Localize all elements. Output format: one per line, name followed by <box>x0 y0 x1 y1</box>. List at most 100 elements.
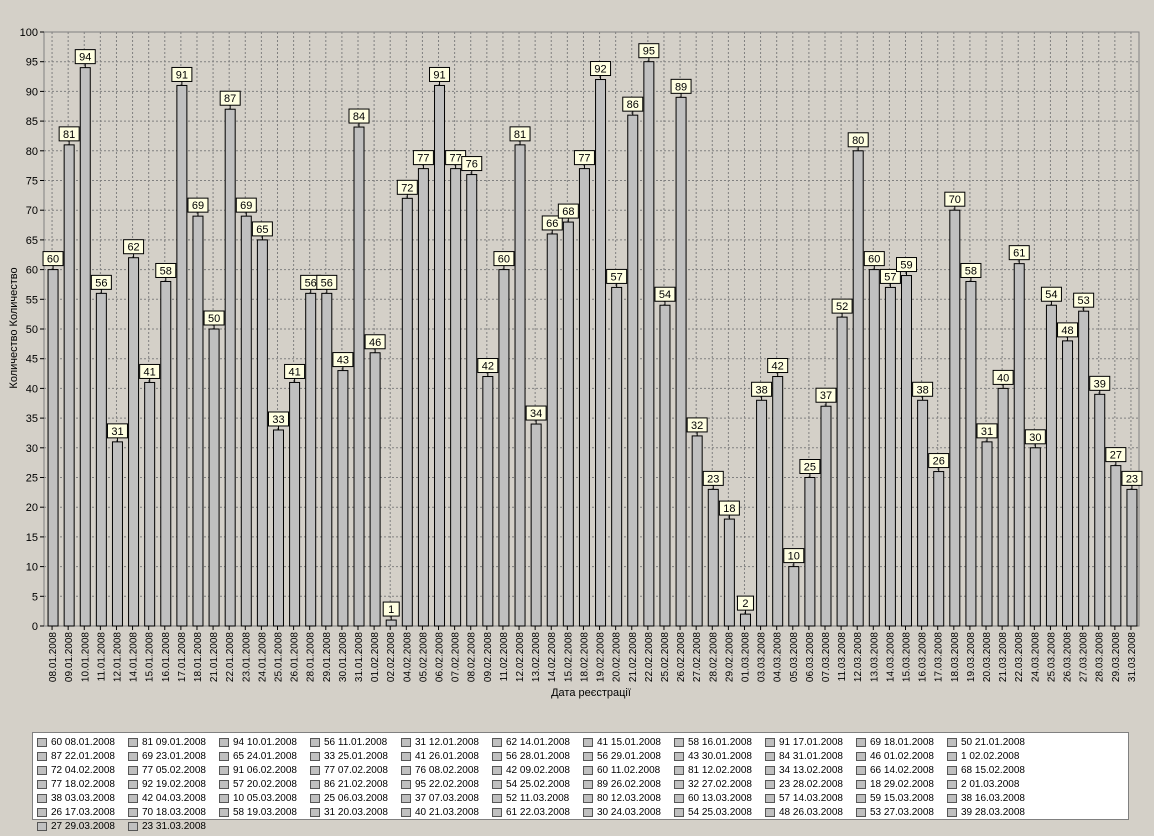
data-label-box <box>896 257 918 273</box>
legend-label: 2 01.03.2008 <box>961 778 1020 790</box>
legend-label: 56 29.01.2008 <box>597 750 661 762</box>
bar <box>401 197 413 627</box>
x-tick-label: 20.02.2008 <box>612 632 623 682</box>
legend-item: 23 31.03.2008 <box>128 819 219 833</box>
bar <box>498 269 510 627</box>
legend-label: 60 11.02.2008 <box>597 764 661 776</box>
bar <box>627 114 639 627</box>
x-tick-label: 16.01.2008 <box>161 632 172 682</box>
y-tick-label: 35 <box>26 413 38 425</box>
legend-swatch <box>219 793 229 803</box>
legend-label: 1 02.02.2008 <box>961 750 1020 762</box>
legend-label: 31 12.01.2008 <box>415 736 479 748</box>
bar <box>208 328 220 627</box>
y-tick-label: 50 <box>26 324 38 336</box>
legend-swatch <box>310 793 320 803</box>
legend-item: 41 15.01.2008 <box>583 735 674 749</box>
legend-item: 40 21.03.2008 <box>401 805 492 819</box>
data-label: 65 <box>256 224 268 236</box>
legend-swatch <box>219 807 229 817</box>
data-label: 91 <box>176 69 188 81</box>
legend-label: 95 22.02.2008 <box>415 778 479 790</box>
legend-label: 52 11.03.2008 <box>506 792 570 804</box>
bar <box>836 316 848 627</box>
x-tick-label: 28.01.2008 <box>306 632 317 682</box>
x-tick-label: 01.02.2008 <box>370 632 381 682</box>
legend-swatch <box>310 737 320 747</box>
data-label-box <box>493 251 515 267</box>
data-label-box <box>1105 447 1127 463</box>
legend-swatch <box>401 751 411 761</box>
bar <box>933 471 945 627</box>
bar <box>321 292 333 627</box>
x-tick-label: 09.01.2008 <box>64 632 75 682</box>
y-tick-label: 0 <box>32 621 38 633</box>
bar <box>788 566 800 627</box>
legend-item: 95 22.02.2008 <box>401 777 492 791</box>
legend-item: 92 19.02.2008 <box>128 777 219 791</box>
legend-label: 30 24.03.2008 <box>597 806 661 818</box>
data-label-box <box>654 286 676 302</box>
x-tick-label: 19.03.2008 <box>966 632 977 682</box>
data-label: 89 <box>675 81 687 93</box>
legend-label: 81 12.02.2008 <box>688 764 752 776</box>
legend-item: 57 14.03.2008 <box>765 791 856 805</box>
bar <box>272 429 284 627</box>
data-label: 46 <box>369 337 381 349</box>
legend-label: 62 14.01.2008 <box>506 736 570 748</box>
data-label: 54 <box>659 289 671 301</box>
legend-swatch <box>583 751 593 761</box>
x-tick-label: 04.02.2008 <box>402 632 413 682</box>
legend-swatch <box>37 807 47 817</box>
data-label: 69 <box>192 200 204 212</box>
legend-item: 54 25.02.2008 <box>492 777 583 791</box>
data-label-box <box>736 595 754 611</box>
data-label-box <box>267 411 289 427</box>
data-label: 23 <box>707 473 719 485</box>
data-label: 54 <box>1045 289 1057 301</box>
x-tick-label: 12.03.2008 <box>853 632 864 682</box>
bar <box>385 619 397 627</box>
legend-item: 60 13.03.2008 <box>674 791 765 805</box>
legend: 60 08.01.2008 81 09.01.2008 94 10.01.2008 5… <box>32 732 1129 832</box>
legend-label: 23 28.02.2008 <box>779 778 843 790</box>
legend-swatch <box>401 807 411 817</box>
bar <box>369 352 381 627</box>
data-label: 77 <box>578 153 590 165</box>
legend-item: 58 16.01.2008 <box>674 735 765 749</box>
data-label-box <box>1089 375 1111 391</box>
data-label-box <box>1073 292 1095 308</box>
data-label-box <box>847 132 869 148</box>
data-label-box <box>879 268 901 284</box>
bar <box>820 405 832 627</box>
legend-item: 91 17.01.2008 <box>765 735 856 749</box>
legend-label: 59 15.03.2008 <box>870 792 934 804</box>
bar <box>1078 310 1090 627</box>
data-label: 42 <box>772 361 784 373</box>
data-label-box <box>477 358 499 374</box>
bar <box>965 280 977 627</box>
bar <box>1110 465 1122 627</box>
data-label-box <box>251 221 273 237</box>
legend-item: 53 27.03.2008 <box>856 805 947 819</box>
x-tick-label: 24.03.2008 <box>1030 632 1041 682</box>
legend-label: 69 23.01.2008 <box>142 750 206 762</box>
y-tick-label: 20 <box>26 502 38 514</box>
y-tick-label: 85 <box>26 116 38 128</box>
data-label-box <box>412 150 434 166</box>
data-label: 50 <box>208 313 220 325</box>
legend-item: 43 30.01.2008 <box>674 749 765 763</box>
legend-swatch <box>674 751 684 761</box>
legend-swatch <box>128 821 138 831</box>
legend-label: 32 27.02.2008 <box>688 778 752 790</box>
legend-item: 59 15.03.2008 <box>856 791 947 805</box>
x-tick-label: 25.03.2008 <box>1046 632 1057 682</box>
legend-swatch <box>583 779 593 789</box>
y-tick-label: 30 <box>26 443 38 455</box>
x-tick-label: 17.03.2008 <box>934 632 945 682</box>
y-tick-label: 95 <box>26 57 38 69</box>
data-label: 2 <box>742 598 748 610</box>
legend-item: 2 01.03.2008 <box>947 777 1038 791</box>
legend-swatch <box>583 793 593 803</box>
